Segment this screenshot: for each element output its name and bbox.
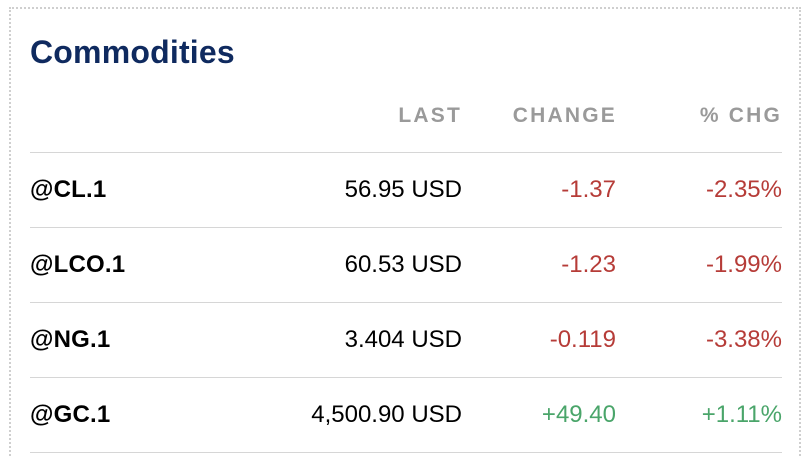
column-header-last: LAST: [398, 104, 462, 127]
percent-change: -2.35%: [705, 176, 782, 203]
symbol-link[interactable]: @LCO.1: [30, 251, 126, 278]
symbol-link[interactable]: @CL.1: [30, 176, 107, 203]
table-row[interactable]: @NG.1 3.404 USD -0.119 -3.38%: [30, 302, 782, 377]
percent-change: +1.11%: [701, 401, 782, 428]
column-header-pct-change: % CHG: [699, 104, 782, 127]
widget-title: Commodities: [30, 34, 235, 70]
symbol-link[interactable]: @NG.1: [30, 326, 111, 353]
commodities-widget-frame: [9, 7, 801, 456]
last-price: 4,500.90 USD: [311, 401, 462, 428]
table-row[interactable]: @CL.1 56.95 USD -1.37 -2.35%: [30, 152, 782, 227]
table-row[interactable]: @GC.1 4,500.90 USD +49.40 +1.11%: [30, 377, 782, 453]
price-change: +49.40: [541, 401, 616, 428]
table-header: LAST CHANGE % CHG: [30, 104, 782, 130]
price-change: -0.119: [549, 326, 616, 353]
last-price: 60.53 USD: [344, 251, 462, 278]
table-row[interactable]: @LCO.1 60.53 USD -1.23 -1.99%: [30, 227, 782, 302]
last-price: 3.404 USD: [344, 326, 462, 353]
price-change: -1.23: [561, 251, 616, 278]
symbol-link[interactable]: @GC.1: [30, 401, 111, 428]
column-header-change: CHANGE: [512, 104, 617, 127]
percent-change: -3.38%: [705, 326, 782, 353]
commodities-table: @CL.1 56.95 USD -1.37 -2.35% @LCO.1 60.5…: [30, 152, 782, 453]
last-price: 56.95 USD: [344, 176, 462, 203]
percent-change: -1.99%: [705, 251, 782, 278]
price-change: -1.37: [561, 176, 616, 203]
